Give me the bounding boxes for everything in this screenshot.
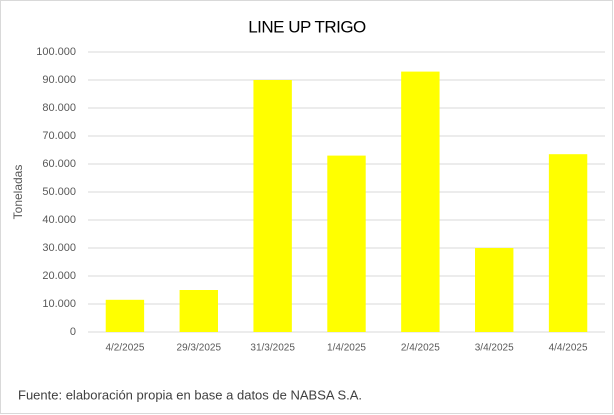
x-tick-label: 29/3/2025 [177,343,222,354]
y-axis-label: Toneladas [11,165,25,220]
bar [253,80,292,332]
source-note: Fuente: elaboración propia en base a dat… [18,387,362,402]
y-tick-label: 10.000 [42,298,76,310]
y-tick-label: 40.000 [42,214,76,226]
bar [179,290,218,332]
x-tick-label: 1/4/2025 [327,343,366,354]
y-tick-label: 50.000 [42,186,76,198]
chart-title: LINE UP TRIGO [248,17,366,36]
x-tick-label: 31/3/2025 [250,343,295,354]
bar [105,299,145,332]
bar [475,248,514,332]
y-tick-label: 100.000 [36,46,76,58]
y-tick-label: 60.000 [42,158,76,170]
bar [327,155,366,332]
y-tick-label: 20.000 [42,270,76,282]
x-tick-label: 3/4/2025 [475,343,514,354]
x-tick-label: 4/4/2025 [549,343,588,354]
y-tick-label: 0 [70,326,76,338]
y-tick-label: 80.000 [42,102,76,114]
x-tick-label: 4/2/2025 [105,343,144,354]
y-tick-label: 30.000 [42,242,76,254]
x-tick-label: 2/4/2025 [401,343,440,354]
bar [401,71,440,332]
y-tick-label: 70.000 [42,130,76,142]
bar [548,154,588,332]
y-tick-label: 90.000 [42,74,76,86]
